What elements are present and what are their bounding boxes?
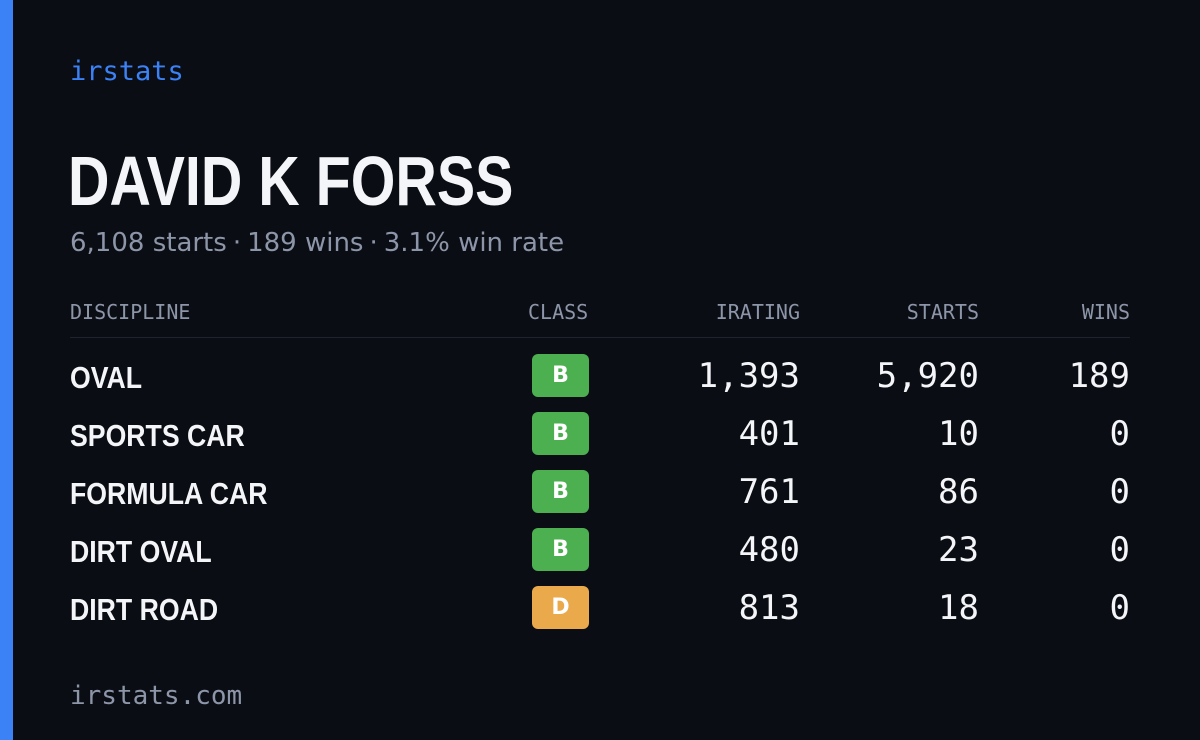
license-class-badge: B	[532, 528, 589, 571]
irating-value: 401	[738, 414, 800, 454]
header-starts: STARTS	[906, 300, 979, 324]
starts-value: 23	[938, 530, 979, 570]
table-row: FORMULA CAR B 761 86 0	[70, 466, 1130, 524]
table-row: SPORTS CAR B 401 10 0	[70, 408, 1130, 466]
starts-value: 10	[938, 414, 979, 454]
wins-count: 189 wins	[247, 228, 364, 258]
discipline-table: OVAL B 1,393 5,920 189 SPORTS CAR B 401 …	[70, 350, 1130, 640]
starts-value: 5,920	[876, 356, 979, 396]
table-header: DISCIPLINE CLASS IRATING STARTS WINS	[70, 300, 1130, 338]
irating-value: 761	[738, 472, 800, 512]
header-wins: WINS	[1081, 300, 1130, 324]
table-row: DIRT ROAD D 813 18 0	[70, 582, 1130, 640]
discipline-label: SPORTS CAR	[70, 418, 245, 453]
table-row: OVAL B 1,393 5,920 189	[70, 350, 1130, 408]
license-class-badge: D	[532, 586, 589, 629]
wins-value: 0	[1109, 588, 1130, 628]
starts-value: 18	[938, 588, 979, 628]
irating-value: 480	[738, 530, 800, 570]
irating-value: 1,393	[697, 356, 800, 396]
win-rate: 3.1% win rate	[383, 228, 565, 258]
table-row: DIRT OVAL B 480 23 0	[70, 524, 1130, 582]
accent-bar	[0, 0, 13, 740]
footer-domain[interactable]: irstats.com	[70, 681, 243, 711]
license-class-badge: B	[532, 354, 589, 397]
wins-value: 0	[1109, 472, 1130, 512]
header-class: CLASS	[528, 300, 589, 324]
header-irating: IRATING	[715, 300, 800, 324]
license-class-badge: B	[532, 470, 589, 513]
wins-value: 189	[1068, 356, 1130, 396]
brand-logo[interactable]: irstats	[70, 56, 184, 87]
discipline-label: DIRT OVAL	[70, 534, 212, 569]
license-class-badge: B	[532, 412, 589, 455]
separator: ·	[232, 228, 242, 258]
wins-value: 0	[1109, 530, 1130, 570]
driver-name: DAVID K FORSS	[68, 142, 514, 220]
driver-summary: 6,108 starts · 189 wins · 3.1% win rate	[70, 228, 564, 258]
starts-value: 86	[938, 472, 979, 512]
discipline-label: DIRT ROAD	[70, 592, 219, 627]
wins-value: 0	[1109, 414, 1130, 454]
discipline-label: FORMULA CAR	[70, 476, 268, 511]
starts-count: 6,108 starts	[70, 228, 227, 258]
discipline-label: OVAL	[70, 360, 143, 395]
header-discipline: DISCIPLINE	[70, 300, 191, 324]
irating-value: 813	[738, 588, 800, 628]
separator: ·	[369, 228, 378, 258]
